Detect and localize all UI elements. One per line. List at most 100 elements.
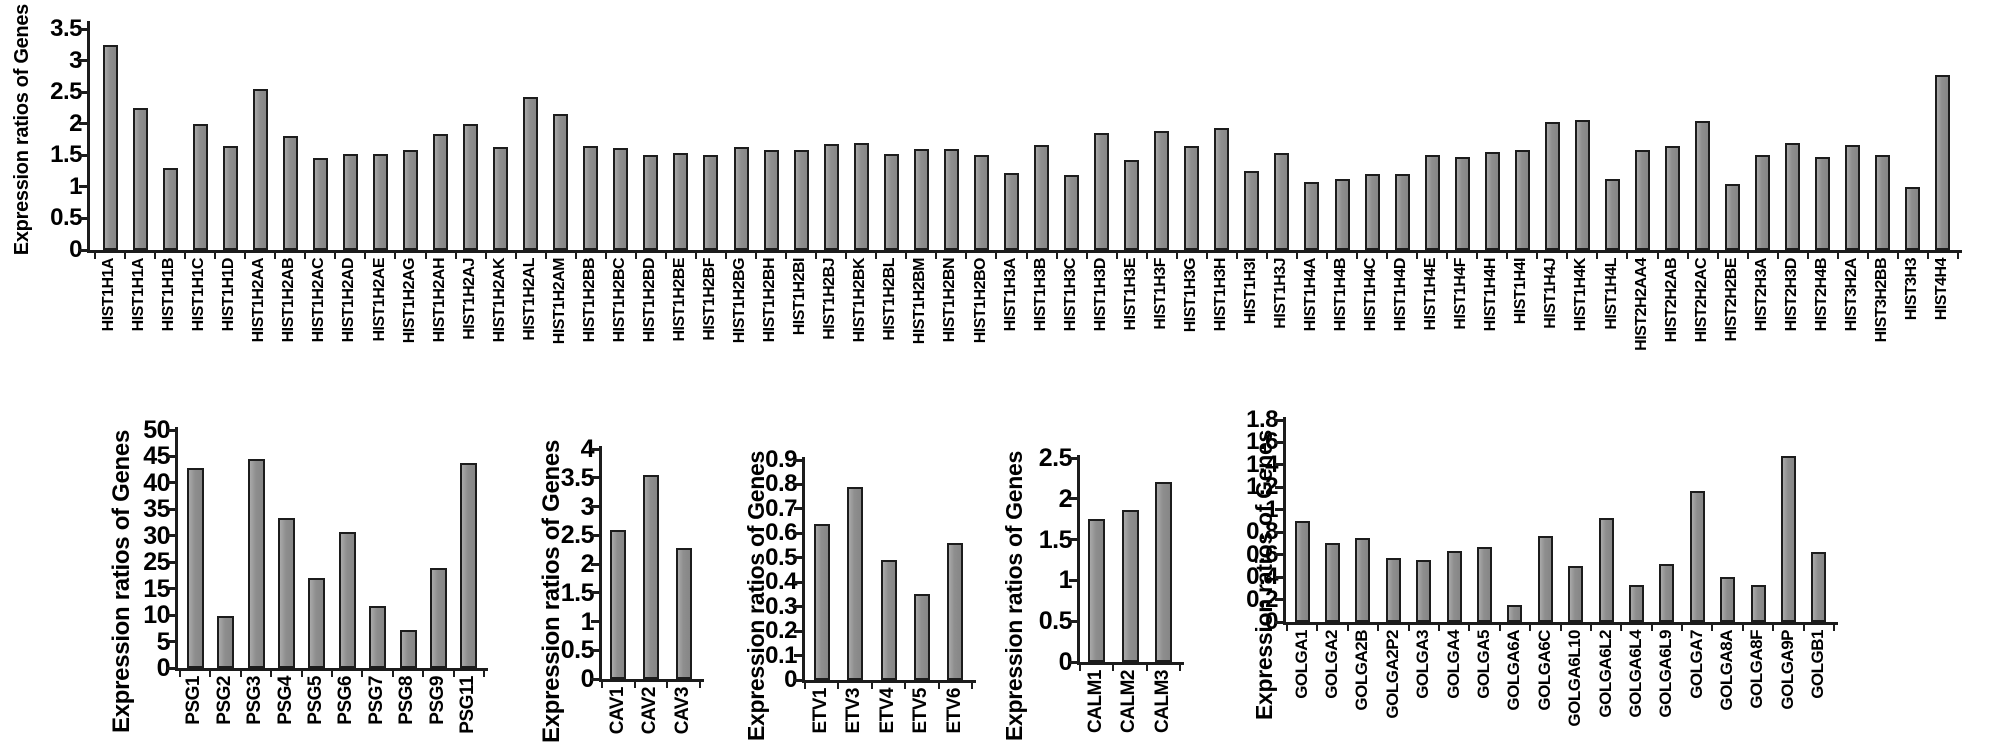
bar <box>247 458 265 668</box>
bar <box>312 158 328 250</box>
bar <box>1875 155 1891 250</box>
bar <box>282 136 298 250</box>
bar <box>703 155 719 250</box>
x-axis-line <box>1076 662 1184 665</box>
y-tick-mark <box>1069 538 1078 542</box>
y-axis-line <box>1282 417 1286 622</box>
bar <box>847 486 864 680</box>
bar <box>1815 157 1831 250</box>
bar <box>342 154 358 250</box>
bar <box>1446 551 1462 622</box>
y-tick-label: 0.9 <box>765 446 797 473</box>
x-tick-mark <box>1325 253 1328 259</box>
y-tick-mark <box>167 640 176 644</box>
y-tick-label: 1 <box>580 607 595 636</box>
bar <box>1780 455 1796 622</box>
bar <box>763 150 779 250</box>
x-tick-mark <box>604 253 607 259</box>
x-category-label: GOLGA2B <box>1352 630 1372 711</box>
x-tick-mark <box>1776 253 1779 259</box>
bar <box>823 143 839 250</box>
x-tick-mark <box>905 253 908 259</box>
bar <box>1484 152 1500 250</box>
y-tick-mark <box>1275 508 1284 512</box>
x-tick-mark <box>1711 625 1714 631</box>
y-tick-mark <box>1275 530 1284 534</box>
x-tick-mark <box>1802 625 1805 631</box>
x-tick-mark <box>995 253 998 259</box>
x-tick-mark <box>391 671 394 677</box>
x-tick-mark <box>1741 625 1744 631</box>
y-tick-mark <box>591 476 600 480</box>
x-tick-mark <box>1529 625 1532 631</box>
bar <box>553 114 569 250</box>
x-tick-mark <box>1407 625 1410 631</box>
x-tick-mark <box>1620 625 1623 631</box>
y-tick-mark <box>1275 463 1284 467</box>
x-tick-mark <box>300 671 303 677</box>
bar <box>1514 150 1530 250</box>
bar <box>1454 157 1470 250</box>
x-tick-mark <box>1112 665 1115 671</box>
y-tick-label: 0.4 <box>1246 563 1278 591</box>
x-tick-mark <box>484 253 487 259</box>
x-tick-mark <box>870 683 873 689</box>
bar <box>1785 142 1801 250</box>
x-category-label: GOLGA5 <box>1473 630 1493 699</box>
y-axis-title-text: Expression ratios of Genes <box>1250 429 1277 721</box>
y-tick-mark <box>1069 578 1078 582</box>
y-tick-mark <box>1069 497 1078 501</box>
x-tick-mark <box>179 671 181 677</box>
bar <box>1811 552 1827 622</box>
y-tick-label: 2 <box>580 550 595 578</box>
x-axis-line <box>86 250 1962 253</box>
y-tick-label: 2 <box>69 109 82 137</box>
y-tick-mark <box>591 677 600 681</box>
y-tick-mark <box>1275 620 1284 624</box>
x-tick-mark <box>1386 253 1389 259</box>
bar <box>1598 517 1614 622</box>
x-tick-mark <box>1085 253 1088 259</box>
y-tick-mark <box>167 428 176 432</box>
bar <box>613 147 629 250</box>
y-tick-label: 0.2 <box>765 617 797 645</box>
bar <box>1088 519 1106 662</box>
y-tick-label: 30 <box>143 521 170 550</box>
y-tick-label: 0.6 <box>1246 540 1278 568</box>
y-tick-mark <box>794 678 803 682</box>
x-tick-mark <box>1377 625 1380 631</box>
bar <box>1750 584 1766 622</box>
y-tick-mark <box>1275 418 1284 422</box>
y-tick-mark <box>1275 598 1284 602</box>
y-tick-label: 0.5 <box>765 543 797 571</box>
x-category-label: GOLGA9P <box>1777 630 1797 710</box>
x-tick-mark <box>1506 253 1509 259</box>
y-tick-label: 0.5 <box>560 636 595 665</box>
x-tick-mark <box>361 671 364 677</box>
y-tick-label: 0 <box>69 236 82 263</box>
x-tick-mark <box>1079 665 1081 671</box>
x-tick-mark <box>1772 625 1775 631</box>
y-tick-mark <box>591 533 600 537</box>
bar <box>1064 175 1080 250</box>
x-tick-mark <box>1235 253 1238 259</box>
bar <box>1003 172 1019 250</box>
x-tick-mark <box>422 671 425 677</box>
x-tick-mark <box>1926 253 1929 259</box>
bar <box>1537 535 1553 622</box>
bar <box>643 474 659 679</box>
bar <box>399 629 417 668</box>
bar <box>1385 558 1401 622</box>
bar <box>463 123 479 250</box>
x-tick-mark <box>804 683 806 689</box>
x-tick-mark <box>1286 625 1288 631</box>
x-category-label: GOLGA6L9 <box>1656 630 1676 718</box>
bar <box>973 155 989 250</box>
x-tick-mark <box>1626 253 1629 259</box>
bar <box>1355 537 1371 622</box>
y-tick-label: 2 <box>1058 484 1073 513</box>
y-tick-label: 0 <box>156 654 171 682</box>
y-tick-label: 0 <box>1058 648 1073 676</box>
